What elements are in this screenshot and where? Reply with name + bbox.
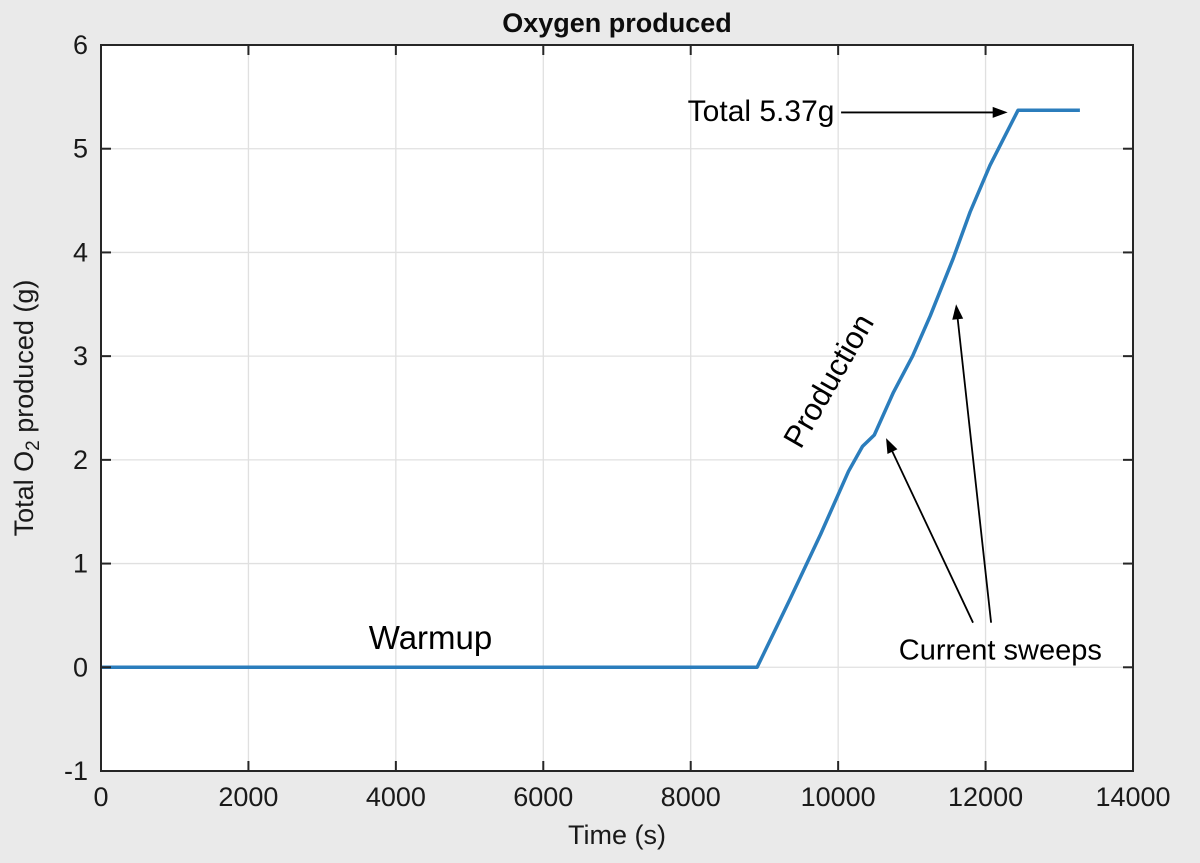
y-tick-label: 1 <box>73 549 88 579</box>
y-tick-label: 6 <box>73 30 88 60</box>
current-sweep-arrow-2-head <box>952 304 964 320</box>
current-sweep-arrow-1-head <box>886 438 898 454</box>
x-tick-label: 14000 <box>1095 782 1170 812</box>
x-tick-label: 6000 <box>513 782 573 812</box>
x-tick-label: 10000 <box>801 782 876 812</box>
x-tick-label: 12000 <box>948 782 1023 812</box>
data-line-total-o2-produced <box>101 108 1080 670</box>
x-tick-label: 2000 <box>218 782 278 812</box>
y-tick-label: 4 <box>73 237 88 267</box>
chart-title: Oxygen produced <box>502 8 732 38</box>
total-arrow-head <box>992 106 1008 118</box>
y-axis-label: Total O2 produced (g) <box>9 280 45 537</box>
y-tick-label: 0 <box>73 652 88 682</box>
x-tick-label: 0 <box>93 782 108 812</box>
y-axis-label-sub: 2 <box>23 440 45 451</box>
y-axis-label-post: produced (g) <box>8 279 39 441</box>
x-tick-label: 4000 <box>366 782 426 812</box>
y-axis-label-pre: Total O <box>8 450 39 537</box>
current-sweep-arrow-2-line <box>956 317 992 623</box>
axes-box <box>100 44 1134 772</box>
y-tick-label: -1 <box>64 756 88 786</box>
annotation-total: Total 5.37g <box>687 95 835 129</box>
y-tick-label: 3 <box>73 341 88 371</box>
annotation-current-sweeps: Current sweeps <box>898 634 1102 667</box>
annotation-warmup: Warmup <box>368 619 493 657</box>
plot-background <box>101 45 1133 771</box>
y-tick-label: 5 <box>73 134 88 164</box>
x-tick-label: 8000 <box>661 782 721 812</box>
y-tick-label: 2 <box>73 445 88 475</box>
x-axis-label: Time (s) <box>568 820 666 850</box>
current-sweep-arrow-1-line <box>890 449 974 624</box>
